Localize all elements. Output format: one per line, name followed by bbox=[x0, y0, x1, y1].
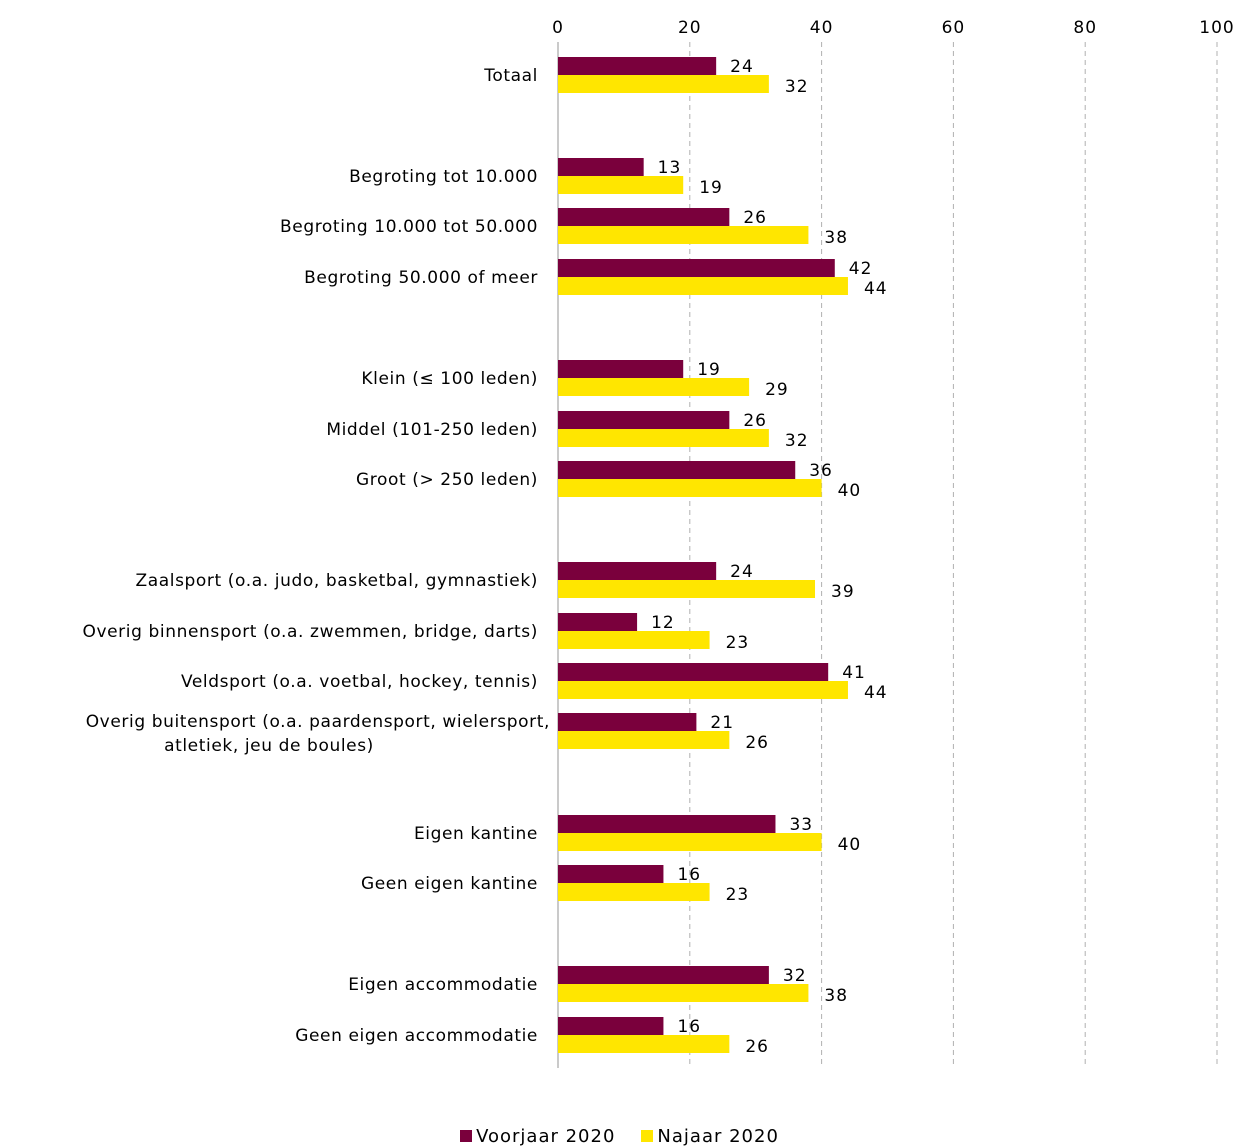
category-label: atletiek, jeu de boules) bbox=[164, 736, 374, 756]
bar-voorjaar bbox=[558, 865, 664, 883]
x-tick-label: 40 bbox=[810, 18, 834, 38]
bar-voorjaar bbox=[558, 1017, 664, 1035]
value-label-najaar: 32 bbox=[785, 77, 809, 97]
value-label-najaar: 26 bbox=[745, 733, 769, 753]
value-label-najaar: 38 bbox=[824, 986, 848, 1006]
bar-voorjaar bbox=[558, 562, 717, 580]
bar-voorjaar bbox=[558, 713, 697, 731]
legend-swatch-najaar bbox=[641, 1130, 654, 1142]
bar-najaar bbox=[558, 631, 710, 649]
value-label-voorjaar: 26 bbox=[743, 411, 767, 431]
category-label: Klein (≤ 100 leden) bbox=[361, 369, 538, 389]
category-label: Totaal bbox=[483, 66, 538, 86]
bar-najaar bbox=[558, 75, 769, 93]
bar-najaar bbox=[558, 378, 750, 396]
category-label: Geen eigen kantine bbox=[361, 874, 538, 894]
legend: Voorjaar 2020 Najaar 2020 bbox=[0, 1124, 1239, 1148]
bar-voorjaar bbox=[558, 815, 776, 833]
value-label-najaar: 40 bbox=[838, 481, 862, 501]
bar-najaar bbox=[558, 277, 848, 295]
bar-chart: 0 20 40 60 80 100 24 32 Totaal 13 19 Begroting tot … bbox=[82, 18, 1234, 1068]
bar-najaar bbox=[558, 429, 769, 447]
value-label-najaar: 39 bbox=[831, 582, 855, 602]
value-label-voorjaar: 36 bbox=[809, 461, 833, 481]
bar-voorjaar bbox=[558, 613, 638, 631]
value-label-voorjaar: 26 bbox=[743, 208, 767, 228]
bar-voorjaar bbox=[558, 57, 717, 75]
value-label-najaar: 44 bbox=[864, 683, 888, 703]
category-label: Middel (101-250 leden) bbox=[326, 420, 538, 440]
bar-najaar bbox=[558, 731, 730, 749]
category-label: Eigen kantine bbox=[414, 824, 538, 844]
x-tick-label: 80 bbox=[1073, 18, 1097, 38]
bar-najaar bbox=[558, 580, 816, 598]
bar-voorjaar bbox=[558, 259, 835, 277]
x-tick-label: 100 bbox=[1199, 18, 1234, 38]
value-label-voorjaar: 24 bbox=[730, 57, 754, 77]
value-label-najaar: 29 bbox=[765, 380, 789, 400]
bar-voorjaar bbox=[558, 461, 796, 479]
category-label: Overig binnensport (o.a. zwemmen, bridge… bbox=[82, 622, 538, 642]
category-label: Groot (> 250 leden) bbox=[356, 470, 538, 490]
value-label-voorjaar: 42 bbox=[849, 259, 873, 279]
value-label-voorjaar: 24 bbox=[730, 562, 754, 582]
bar-najaar bbox=[558, 176, 684, 194]
bar-najaar bbox=[558, 833, 822, 851]
value-label-voorjaar: 19 bbox=[697, 360, 721, 380]
x-tick-label: 20 bbox=[678, 18, 702, 38]
value-label-voorjaar: 13 bbox=[658, 158, 682, 178]
category-label: Begroting tot 10.000 bbox=[349, 167, 538, 187]
value-label-najaar: 23 bbox=[726, 885, 750, 905]
value-label-najaar: 26 bbox=[745, 1037, 769, 1057]
bar-voorjaar bbox=[558, 411, 730, 429]
value-label-voorjaar: 21 bbox=[710, 713, 734, 733]
legend-label-najaar: Najaar 2020 bbox=[657, 1125, 779, 1147]
value-label-najaar: 38 bbox=[824, 228, 848, 248]
value-label-najaar: 44 bbox=[864, 279, 888, 299]
bar-voorjaar bbox=[558, 158, 644, 176]
category-label: Veldsport (o.a. voetbal, hockey, tennis) bbox=[181, 672, 538, 692]
value-label-najaar: 32 bbox=[785, 431, 809, 451]
value-label-voorjaar: 41 bbox=[842, 663, 866, 683]
category-label: Begroting 50.000 of meer bbox=[304, 268, 538, 288]
value-label-voorjaar: 33 bbox=[789, 815, 813, 835]
value-label-najaar: 23 bbox=[726, 633, 750, 653]
value-label-najaar: 40 bbox=[838, 835, 862, 855]
bar-voorjaar bbox=[558, 360, 684, 378]
value-label-voorjaar: 16 bbox=[677, 1017, 701, 1037]
bar-najaar bbox=[558, 883, 710, 901]
bar-najaar bbox=[558, 681, 848, 699]
category-label: Zaalsport (o.a. judo, basketbal, gymnast… bbox=[135, 571, 538, 591]
value-label-voorjaar: 32 bbox=[783, 966, 807, 986]
legend-item-voorjaar: Voorjaar 2020 bbox=[460, 1124, 615, 1148]
x-tick-label: 0 bbox=[552, 18, 564, 38]
x-tick-label: 60 bbox=[942, 18, 966, 38]
bar-najaar bbox=[558, 984, 809, 1002]
value-label-najaar: 19 bbox=[699, 178, 723, 198]
bar-najaar bbox=[558, 1035, 730, 1053]
value-label-voorjaar: 12 bbox=[651, 613, 675, 633]
category-label: Begroting 10.000 tot 50.000 bbox=[280, 217, 538, 237]
bar-voorjaar bbox=[558, 966, 769, 984]
category-label: Geen eigen accommodatie bbox=[295, 1026, 538, 1046]
category-label: Overig buitensport (o.a. paardensport, w… bbox=[86, 712, 550, 732]
bar-voorjaar bbox=[558, 663, 829, 681]
bar-najaar bbox=[558, 226, 809, 244]
legend-swatch-voorjaar bbox=[460, 1130, 473, 1142]
bar-voorjaar bbox=[558, 208, 730, 226]
category-label: Eigen accommodatie bbox=[348, 975, 538, 995]
value-label-voorjaar: 16 bbox=[677, 865, 701, 885]
bar-najaar bbox=[558, 479, 822, 497]
legend-item-najaar: Najaar 2020 bbox=[641, 1124, 779, 1148]
legend-label-voorjaar: Voorjaar 2020 bbox=[476, 1125, 616, 1147]
